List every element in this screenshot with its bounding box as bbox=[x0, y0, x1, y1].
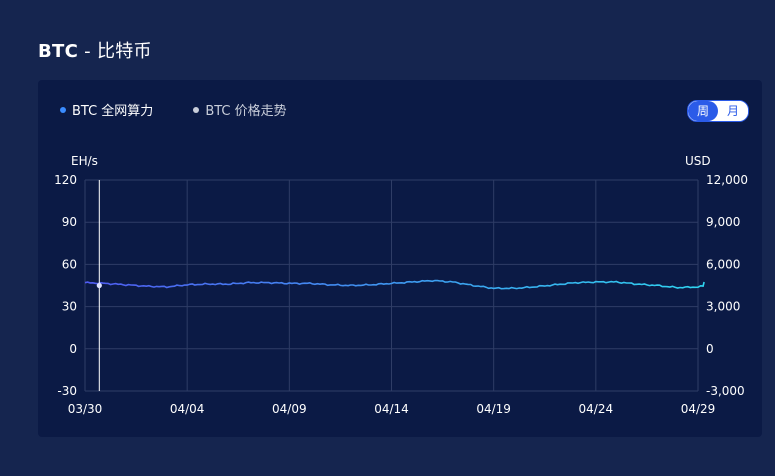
x-tick-label: 03/30 bbox=[68, 402, 103, 416]
legend-label-hashrate: BTC 全网算力 bbox=[72, 104, 154, 119]
y-right-tick-label: 0 bbox=[706, 342, 714, 356]
y-left-tick-label: 120 bbox=[54, 173, 77, 187]
x-tick-label: 04/14 bbox=[374, 402, 409, 416]
y-right-tick-label: -3,000 bbox=[706, 384, 745, 398]
ticks-layer: 120 12,000 90 9,000 60 6,000 30 3,000 0 0 -30 -3,00… bbox=[54, 173, 748, 416]
y-right-tick-label: 12,000 bbox=[706, 173, 748, 187]
legend-dot-price-icon bbox=[193, 106, 200, 113]
right-axis-unit: USD bbox=[685, 154, 711, 168]
x-tick-label: 04/04 bbox=[170, 402, 205, 416]
x-tick-label: 04/29 bbox=[681, 402, 716, 416]
series-line-hashrate bbox=[84, 279, 705, 290]
x-tick-label: 04/24 bbox=[579, 402, 614, 416]
x-tick-label: 04/09 bbox=[272, 402, 307, 416]
period-toggle: 周 月 bbox=[686, 100, 749, 122]
hashrate-chart: EH/s USD 120 12,000 90 9,000 60 6,000 30 3,000 0… bbox=[54, 154, 748, 416]
y-left-tick-label: 90 bbox=[62, 215, 77, 229]
legend-item-hashrate[interactable]: BTC 全网算力 bbox=[60, 100, 153, 119]
y-right-tick-label: 3,000 bbox=[706, 300, 740, 314]
toggle-month-button[interactable]: 月 bbox=[717, 101, 748, 121]
y-right-tick-label: 9,000 bbox=[706, 215, 740, 229]
left-axis-unit: EH/s bbox=[71, 154, 98, 168]
chart-panel: BTC 全网算力 BTC 价格走势 周 月 EH/s USD 120 12,000… bbox=[38, 80, 762, 437]
page-title: BTC - 比特币 bbox=[38, 37, 152, 63]
page-title-strong: BTC bbox=[38, 41, 79, 62]
y-right-tick-label: 6,000 bbox=[706, 257, 740, 271]
y-left-tick-label: 30 bbox=[62, 300, 77, 314]
page-title-rest: - 比特币 bbox=[78, 41, 152, 62]
toggle-week-button[interactable]: 周 bbox=[687, 101, 718, 121]
legend-dot-hashrate-icon bbox=[60, 106, 66, 113]
y-left-tick-label: 60 bbox=[62, 257, 77, 271]
grid-layer bbox=[84, 179, 699, 392]
legend-label-price: BTC 价格走势 bbox=[205, 104, 287, 119]
chart-legend: BTC 全网算力 BTC 价格走势 bbox=[60, 100, 287, 119]
y-left-tick-label: 0 bbox=[69, 342, 77, 356]
legend-item-price[interactable]: BTC 价格走势 bbox=[193, 100, 287, 119]
y-left-tick-label: -30 bbox=[57, 384, 77, 398]
x-tick-label: 04/19 bbox=[476, 402, 511, 416]
hover-cursor-point bbox=[96, 282, 102, 289]
